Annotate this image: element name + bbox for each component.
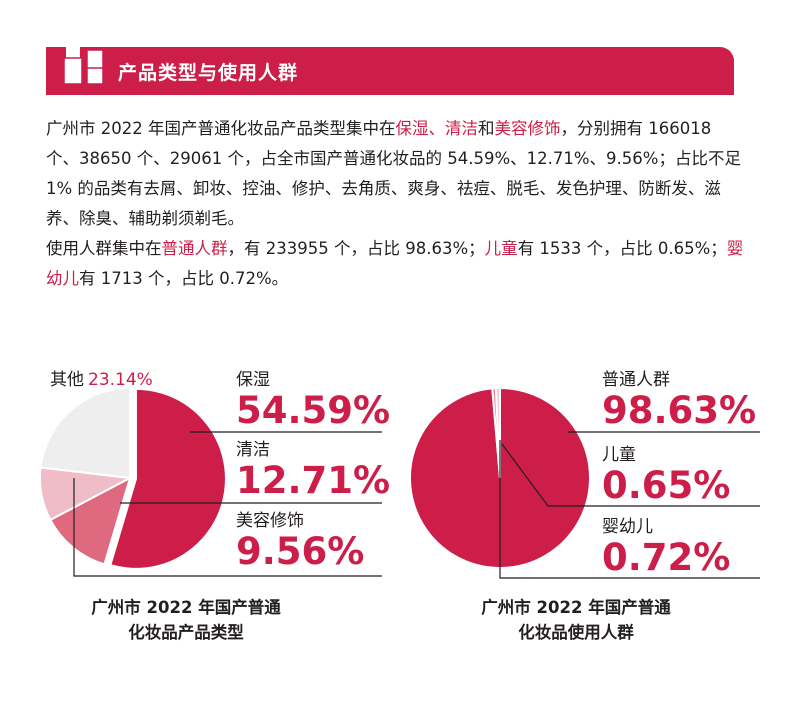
intro-text-run: 和 bbox=[477, 119, 495, 138]
section-title: 产品类型与使用人群 bbox=[118, 62, 299, 84]
pie-slice-1 bbox=[109, 387, 227, 570]
intro-text-run: 广州市 2022 年国产普通化妆品产品类型集中在 bbox=[46, 119, 396, 138]
highlight-infants: 婴幼儿 bbox=[46, 239, 744, 288]
section-header-bar bbox=[46, 47, 734, 95]
user-group-caption-line1: 广州市 2022 年国产普通 bbox=[481, 597, 671, 617]
user-group-caption-line2: 化妆品使用人群 bbox=[518, 622, 634, 642]
children-label: 儿童 bbox=[602, 445, 636, 465]
highlight-separator: 、 bbox=[428, 119, 445, 138]
highlight-children: 儿童 bbox=[484, 239, 518, 258]
highlight-cleansing: 清洁 bbox=[444, 119, 478, 138]
general-population-value: 98.63% bbox=[602, 389, 756, 432]
product-type-pie bbox=[39, 386, 227, 570]
pie-slice-2 bbox=[48, 476, 132, 566]
other-label: 其他 23.14% bbox=[50, 370, 153, 390]
intro-text-run: 有 1713 个，占比 0.72%。 bbox=[79, 269, 289, 288]
makeup-leader bbox=[73, 478, 382, 577]
pie-slice-4 bbox=[39, 386, 131, 480]
lipstick-icon bbox=[63, 32, 104, 85]
product-type-caption-line2: 化妆品产品类型 bbox=[128, 622, 244, 642]
moisturizing-value: 54.59% bbox=[236, 389, 390, 432]
intro-text-run: 有 1533 个，占比 0.65%； bbox=[517, 239, 727, 258]
infants-value: 0.72% bbox=[602, 536, 730, 579]
pie-slice-3 bbox=[494, 386, 501, 479]
makeup-label: 美容修饰 bbox=[236, 511, 304, 531]
general-population-label: 普通人群 bbox=[602, 370, 670, 390]
children-leader bbox=[501, 443, 760, 507]
intro-text-run: ，有 233955 个，占比 98.63%； bbox=[227, 239, 485, 258]
cleansing-value: 12.71% bbox=[236, 459, 390, 502]
intro-paragraph-1: 广州市 2022 年国产普通化妆品产品类型集中在保湿、清洁和美容修饰，分别拥有 … bbox=[46, 114, 746, 234]
infants-leader bbox=[499, 440, 760, 579]
product-type-caption-line1: 广州市 2022 年国产普通 bbox=[91, 597, 281, 617]
makeup-value: 9.56% bbox=[236, 530, 364, 573]
highlight-general-population: 普通人群 bbox=[161, 239, 228, 258]
intro-text-run: 使用人群集中在 bbox=[46, 239, 162, 258]
cleansing-label: 清洁 bbox=[236, 440, 270, 460]
intro-text: 广州市 2022 年国产普通化妆品产品类型集中在保湿、清洁和美容修饰，分别拥有 … bbox=[46, 114, 746, 294]
infants-label: 婴幼儿 bbox=[602, 517, 653, 537]
moisturizing-label: 保湿 bbox=[236, 370, 270, 390]
intro-text-run: ，分别拥有 166018 个、38650 个、29061 个，占全市国产普通化妆… bbox=[46, 119, 741, 228]
highlight-moisturizing: 保湿 bbox=[395, 119, 429, 138]
children-value: 0.65% bbox=[602, 464, 730, 507]
intro-paragraph-2: 使用人群集中在普通人群，有 233955 个，占比 98.63%；儿童有 153… bbox=[46, 234, 746, 294]
highlight-makeup: 美容修饰 bbox=[494, 119, 561, 138]
